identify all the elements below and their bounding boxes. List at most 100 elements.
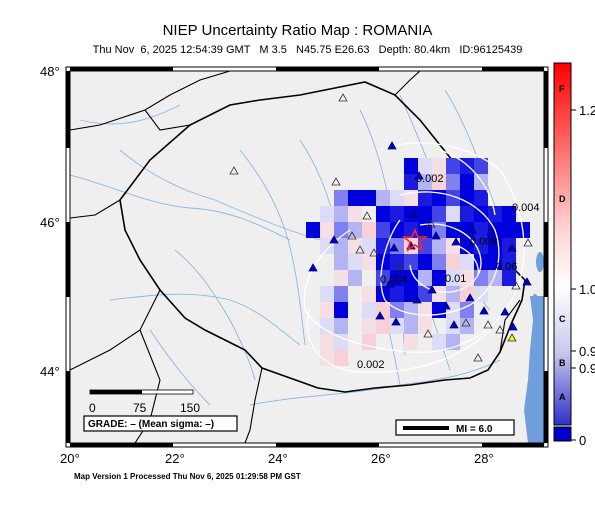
uncertainty-cell <box>432 334 446 350</box>
uncertainty-cell <box>432 238 446 254</box>
scale-bar: 0 75 150 <box>89 389 200 415</box>
colorbar-tick: 1.0 <box>579 282 595 297</box>
uncertainty-cell <box>418 206 432 222</box>
uncertainty-cell <box>334 270 348 286</box>
uncertainty-cell <box>390 254 404 270</box>
station-triangle-icon <box>308 263 318 272</box>
uncertainty-cell <box>404 270 418 286</box>
uncertainty-cell <box>404 254 418 270</box>
grade-letter: F <box>559 84 565 94</box>
map-title: NIEP Uncertainty Ratio Map : ROMANIA <box>162 22 433 39</box>
scale-label: 150 <box>180 401 200 415</box>
station-triangle-icon <box>483 320 493 329</box>
black-sea <box>524 296 544 443</box>
colorbar-tick: 0.9 <box>579 344 595 359</box>
uncertainty-cell <box>502 254 516 270</box>
uncertainty-cell <box>404 222 418 238</box>
station-triangle-icon <box>338 93 348 102</box>
grade-letter: A <box>559 392 566 402</box>
station-triangle-icon <box>427 285 437 294</box>
colorbar-tick: 1.2 <box>579 103 595 118</box>
uncertainty-cell <box>334 286 348 302</box>
uncertainty-cell <box>474 190 488 206</box>
uncertainty-cell <box>432 302 446 318</box>
uncertainty-cell <box>418 270 432 286</box>
lon-label: 22° <box>165 451 185 466</box>
lon-label: 24° <box>268 451 288 466</box>
uncertainty-cell <box>390 190 404 206</box>
uncertainty-cell <box>432 270 446 286</box>
uncertainty-cell <box>390 286 404 302</box>
uncertainty-cell <box>460 190 474 206</box>
uncertainty-cell <box>404 318 418 334</box>
uncertainty-cell <box>404 174 418 190</box>
uncertainty-cell <box>446 206 460 222</box>
station-triangle-icon <box>387 141 397 150</box>
processing-footer: Map Version 1 Processed Thu Nov 6, 2025 … <box>74 472 301 481</box>
station-triangle-icon <box>495 325 505 334</box>
seismic-stations <box>229 93 533 362</box>
lat-label: 48° <box>40 64 60 79</box>
station-triangle-icon <box>461 318 471 327</box>
station-triangle-icon <box>389 243 399 252</box>
grade-letter: B <box>559 358 566 368</box>
station-triangle-icon <box>229 166 239 175</box>
contour-label: 0.004 <box>380 274 408 286</box>
station-triangle-icon <box>369 248 379 257</box>
uncertainty-cell <box>474 158 488 174</box>
uncertainty-cell <box>320 206 334 222</box>
uncertainty-cell <box>474 238 488 254</box>
contour-label: 0.002 <box>357 359 385 371</box>
uncertainty-cell <box>348 254 362 270</box>
station-triangle-icon <box>355 245 365 254</box>
uncertainty-cell <box>376 190 390 206</box>
station-triangle-icon <box>329 235 339 244</box>
contour-label: 0.06 <box>496 261 517 273</box>
uncertainty-cell <box>348 206 362 222</box>
uncertainty-cell <box>446 190 460 206</box>
uncertainty-cell <box>320 302 334 318</box>
uncertainty-cell <box>460 254 474 270</box>
uncertainty-cell <box>320 318 334 334</box>
station-triangle-icon <box>412 295 422 304</box>
station-triangle-icon <box>362 211 372 220</box>
lon-label: 20° <box>60 451 80 466</box>
station-triangle-icon <box>467 225 477 234</box>
scale-label: 0 <box>89 401 96 415</box>
uncertainty-cell <box>390 238 404 254</box>
uncertainty-cell <box>362 302 376 318</box>
uncertainty-cell <box>404 302 418 318</box>
station-triangle-icon <box>451 237 461 246</box>
uncertainty-cell <box>376 318 390 334</box>
uncertainty-cell <box>418 318 432 334</box>
lat-label: 46° <box>40 215 60 230</box>
station-triangle-icon <box>375 311 385 320</box>
contour-label: 0.008 <box>470 236 498 248</box>
uncertainty-cell <box>474 222 488 238</box>
uncertainty-cell <box>432 174 446 190</box>
station-triangle-icon <box>431 231 441 240</box>
uncertainty-cell <box>460 174 474 190</box>
station-triangle-icon <box>391 317 401 326</box>
station-triangle-icon <box>395 262 405 271</box>
station-triangle-icon <box>508 322 518 331</box>
colorbar-tick: 0.9 <box>579 361 595 376</box>
station-triangle-icon <box>347 231 357 240</box>
scale-label: 75 <box>133 401 147 415</box>
lon-label: 26° <box>371 451 391 466</box>
station-triangle-icon <box>331 177 341 186</box>
mi-text: MI = 6.0 <box>456 424 493 435</box>
uncertainty-cell <box>320 286 334 302</box>
uncertainty-cell <box>334 334 348 350</box>
uncertainty-cell <box>460 206 474 222</box>
uncertainty-cell <box>446 174 460 190</box>
station-triangle-icon <box>500 307 510 316</box>
lat-label: 44° <box>40 364 60 379</box>
event-info: Thu Nov 6, 2025 12:54:39 GMT M 3.5 N45.7… <box>92 44 523 56</box>
uncertainty-cell <box>502 238 516 254</box>
uncertainty-cell <box>362 254 376 270</box>
uncertainty-cell <box>418 158 432 174</box>
uncertainty-cell <box>446 302 460 318</box>
uncertainty-cell <box>474 286 488 302</box>
uncertainty-cell <box>362 222 376 238</box>
